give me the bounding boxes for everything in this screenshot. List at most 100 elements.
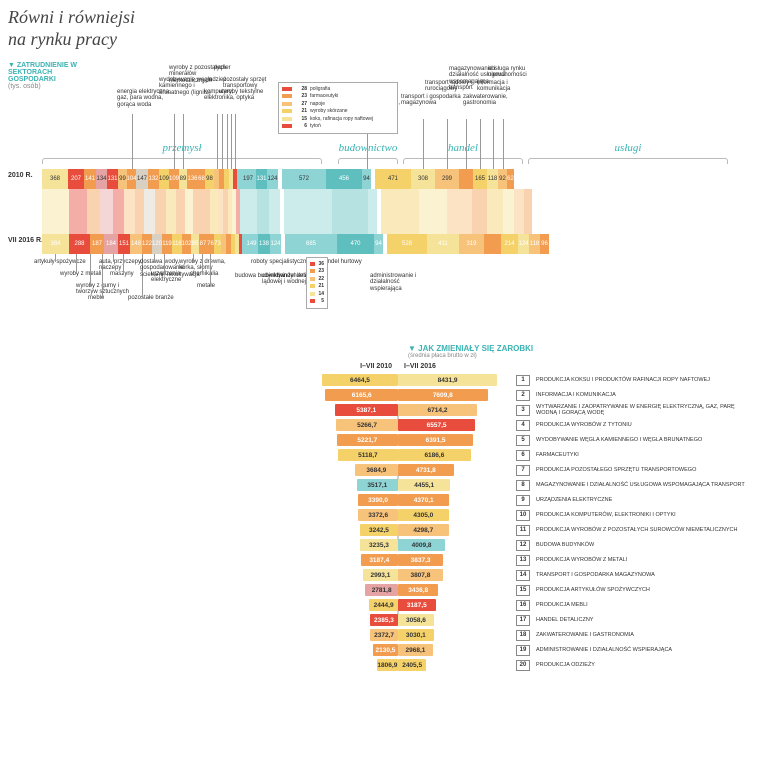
bar-segment: 207 <box>68 169 84 189</box>
bar-segment: 138 <box>258 234 270 254</box>
bars-2010: 3682071411341319910414713210910989136689… <box>42 169 755 189</box>
sector-label: metale <box>197 283 215 290</box>
rank-number: 19 <box>516 645 530 656</box>
bar-segment: 87 <box>199 234 207 254</box>
rank-row: 2444,93187,516PRODUKCJA MEBLI <box>288 598 748 613</box>
sector-label: chemikalia <box>190 271 218 278</box>
bar-segment: 131 <box>256 169 267 189</box>
legend-row: 36 <box>310 261 324 268</box>
rank-label: WYTWARZANIE I ZAOPATRYWANIE W ENERGIĘ EL… <box>536 404 748 416</box>
legend-row: 21 <box>310 283 324 290</box>
bar-segment: 99 <box>118 169 127 189</box>
ranking-title: ▼ JAK ZMIENIAŁY SIĘ ZAROBKI <box>408 344 748 353</box>
bar-segment: 119 <box>162 234 172 254</box>
bar-segment <box>459 169 473 189</box>
bar-segment: 98 <box>205 169 214 189</box>
rank-label: PRODUKCJA ODZIEŻY <box>536 662 748 668</box>
rank-number: 10 <box>516 510 530 521</box>
bar-segment: 124 <box>270 234 281 254</box>
rank-row: 5266,76557,54PRODUKCJA WYROBÓW Z TYTONIU <box>288 418 748 433</box>
bar-segment: 120 <box>152 234 162 254</box>
legend-row: 23farmaceutyki <box>282 93 394 100</box>
rank-label: PRODUKCJA WYROBÓW Z TYTONIU <box>536 422 748 428</box>
ranking-subtitle: (średnia płaca brutto w zł) <box>408 353 748 359</box>
rank-bar-2016: 2968,1 <box>398 644 433 656</box>
rank-bar-2016: 4009,8 <box>398 539 445 551</box>
legend-row: 5 <box>310 298 324 305</box>
rank-bar-2010: 2372,7 <box>370 629 398 641</box>
rank-row: 6464,58431,91PRODUKCJA KOKSU I PRODUKTÓW… <box>288 373 748 388</box>
rank-bar-2010: 3187,4 <box>361 554 398 566</box>
rank-row: 3390,04370,19URZĄDZENIA ELEKTRYCZNE <box>288 493 748 508</box>
rank-bar-2010: 5221,7 <box>337 434 398 446</box>
rank-row: 6165,67609,82INFORMACJA I KOMUNIKACJA <box>288 388 748 403</box>
bar-segment: 124 <box>518 234 529 254</box>
bar-segment: 124 <box>267 169 278 189</box>
legend-small-sectors: 28poligrafia23farmaceutyki27napoje21wyro… <box>278 82 398 134</box>
sector-label: zakwaterowanie, gastronomia <box>463 94 523 107</box>
rank-bar-2016: 6557,5 <box>398 419 475 431</box>
rank-label: TRANSPORT I GOSPODARKA MAGAZYNOWA <box>536 572 748 578</box>
column-headers: I–VII 2010 I–VII 2016 <box>288 363 748 370</box>
rank-bar-2016: 4305,0 <box>398 509 449 521</box>
rank-label: PRODUKCJA MEBLI <box>536 602 748 608</box>
rank-number: 2 <box>516 390 530 401</box>
rank-bar-2010: 3235,3 <box>360 539 398 551</box>
bar-segment: 132 <box>148 169 159 189</box>
group-label: przemysł <box>42 142 322 154</box>
rank-row: 2372,73030,118ZAKWATEROWANIE I GASTRONOM… <box>288 628 748 643</box>
sector-label: administrowanie i działalność wspierając… <box>370 273 430 293</box>
employment-chart: przemysłbudownictwohandelusługi 2010 R. … <box>8 94 755 294</box>
rank-label: URZĄDZENIA ELEKTRYCZNE <box>536 497 748 503</box>
rank-row: 2993,13807,814TRANSPORT I GOSPODARKA MAG… <box>288 568 748 583</box>
bar-segment: 299 <box>435 169 459 189</box>
rank-row: 3684,94731,87PRODUKCJA POZOSTAŁEGO SPRZĘ… <box>288 463 748 478</box>
rank-number: 17 <box>516 615 530 626</box>
rank-bar-2010: 3372,6 <box>358 509 398 521</box>
bar-segment: 148 <box>130 234 142 254</box>
bar-segment: 685 <box>285 234 337 254</box>
bar-segment: 572 <box>282 169 326 189</box>
bar-segment: 118 <box>529 234 540 254</box>
rank-row: 3517,14455,18MAGAZYNOWANIE I DZIAŁALNOŚĆ… <box>288 478 748 493</box>
sector-label: pozostały sprzęt transportowy <box>223 77 283 90</box>
bar-segment: 187 <box>90 234 104 254</box>
rank-bar-2010: 6464,5 <box>322 374 398 386</box>
rank-number: 15 <box>516 585 530 596</box>
rank-bar-2016: 6714,2 <box>398 404 477 416</box>
rank-row: 3242,54298,711PRODUKCJA WYROBÓW Z POZOST… <box>288 523 748 538</box>
rank-label: MAGAZYNOWANIE I DZIAŁALNOŚĆ USŁUGOWA WSP… <box>536 482 748 488</box>
rank-label: ADMINISTROWANIE I DZIAŁALNOŚĆ WSPIERAJĄC… <box>536 647 748 653</box>
bar-segment: 62 <box>507 169 514 189</box>
rank-bar-2016: 4298,7 <box>398 524 449 536</box>
sector-label: informacja i komunikacja <box>477 80 537 93</box>
bar-segment: 109 <box>159 169 169 189</box>
bar-segment: 141 <box>84 169 96 189</box>
bar-segment: 368 <box>42 169 68 189</box>
rank-bar-2016: 3436,8 <box>398 584 438 596</box>
rank-label: BUDOWA BUDYNKÓW <box>536 542 748 548</box>
rank-row: 2130,52968,119ADMINISTROWANIE I DZIAŁALN… <box>288 643 748 658</box>
year-2016: VII 2016 R. <box>8 237 43 244</box>
bar-segment: 136 <box>187 169 198 189</box>
bar-segment: 471 <box>375 169 411 189</box>
bar-segment: 147 <box>136 169 148 189</box>
bar-segment: 149 <box>245 234 258 254</box>
bracket <box>42 158 322 164</box>
title-line2: na rynku pracy <box>8 30 755 50</box>
title: Równi i równiejsi na rynku pracy <box>8 8 755 50</box>
bar-segment: 102 <box>182 234 191 254</box>
rank-row: 2385,33058,617HANDEL DETALICZNY <box>288 613 748 628</box>
rank-bar-2016: 4370,1 <box>398 494 449 506</box>
sector-label: transport i gospodarka magazynowa <box>401 94 461 107</box>
bar-segment: 411 <box>427 234 459 254</box>
group-label: budownictwo <box>338 142 398 154</box>
connector-shapes <box>42 189 755 234</box>
bracket <box>528 158 728 164</box>
sector-label: roboty specjalistyczne <box>251 259 310 266</box>
bar-segment: 288 <box>69 234 90 254</box>
rank-number: 5 <box>516 435 530 446</box>
rank-bar-2010: 3684,9 <box>355 464 398 476</box>
rank-label: FARMACEUTYKI <box>536 452 748 458</box>
bar-segment: 94 <box>362 169 371 189</box>
